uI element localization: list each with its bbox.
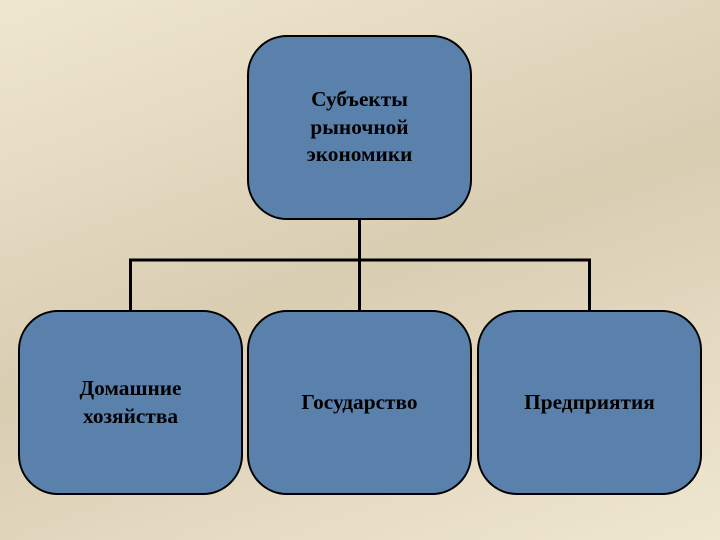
node-child1: Домашниехозяйства xyxy=(18,310,243,495)
node-child3: Предприятия xyxy=(477,310,702,495)
node-label: Субъектырыночнойэкономики xyxy=(307,86,413,169)
node-label: Государство xyxy=(301,389,417,417)
node-root: Субъектырыночнойэкономики xyxy=(247,35,472,220)
node-label: Домашниехозяйства xyxy=(79,375,181,430)
node-label: Предприятия xyxy=(524,389,655,417)
node-child2: Государство xyxy=(247,310,472,495)
